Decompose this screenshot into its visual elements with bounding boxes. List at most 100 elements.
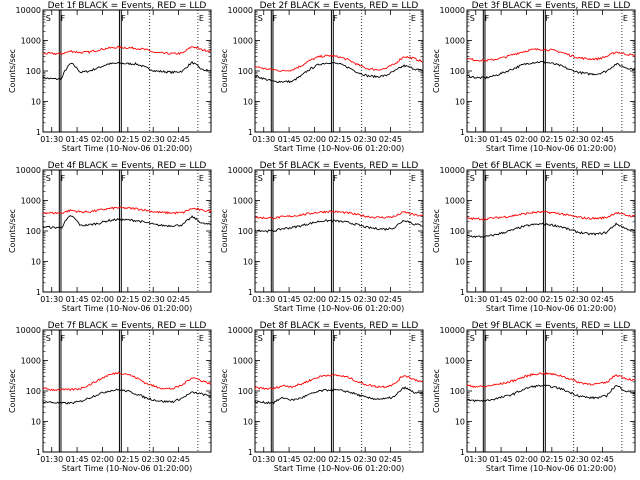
x-tick-label: 02:15 [328,295,351,304]
events-series-line [466,60,636,80]
events-series-line [254,386,424,405]
y-tick-label: 1000 [21,357,41,366]
x-tick-label: 01:30 [40,295,63,304]
x-tick-label: 02:30 [566,455,589,464]
x-axis-label: Start Time (10-Nov-06 01:20:00) [486,144,616,153]
panel-1: Det 1f BLACK = Events, RED = LLD 1 10 100 10… [8,1,212,153]
events-series-line [42,388,212,405]
x-tick-label: 02:30 [354,455,377,464]
plot-frame [42,169,212,293]
x-axis-label: Start Time (10-Nov-06 01:20:00) [274,144,404,153]
interval-marker-label: F [545,14,550,23]
y-tick-label: 1000 [445,37,465,46]
interval-marker-label: S [258,174,263,183]
panel-9: Det 9f BLACK = Events, RED = LLD 1 10 100 10… [432,321,636,473]
y-tick-label: 10000 [16,326,41,335]
panel-5: Det 5f BLACK = Events, RED = LLD 1 10 100 10… [220,161,424,313]
x-tick-label: 02:00 [515,135,538,144]
x-tick-label: 02:00 [303,455,326,464]
lld-series-line [42,371,212,392]
lld-series-line [42,45,212,56]
y-tick-label: 10 [243,418,253,427]
lld-series-line [466,371,636,388]
x-tick-label: 02:45 [591,295,614,304]
panel-title: Det 8f BLACK = Events, RED = LLD [260,321,419,331]
x-tick-label: 02:15 [540,135,563,144]
events-series-line [42,215,212,230]
x-tick-label: 02:45 [379,295,402,304]
panel-title: Det 9f BLACK = Events, RED = LLD [472,321,631,331]
interval-marker-label: S [46,14,51,23]
y-tick-label: 1000 [233,197,253,206]
y-tick-label: 100 [26,227,41,236]
x-tick-label: 01:45 [490,135,513,144]
interval-marker-label: E [199,334,204,343]
y-tick-label: 10000 [16,166,41,175]
interval-marker-label: F [61,174,66,183]
x-tick-label: 01:45 [66,295,89,304]
interval-marker-label: E [411,334,416,343]
x-tick-label: 02:30 [142,295,165,304]
x-tick-label: 02:45 [167,295,190,304]
y-tick-label: 10 [243,98,253,107]
x-tick-label: 01:45 [278,455,301,464]
x-tick-label: 01:45 [66,455,89,464]
x-tick-label: 01:30 [40,135,63,144]
panel-title: Det 2f BLACK = Events, RED = LLD [260,1,419,11]
x-tick-label: 02:15 [540,295,563,304]
x-tick-label: 02:45 [167,455,190,464]
x-axis-label: Start Time (10-Nov-06 01:20:00) [486,304,616,313]
interval-marker-label: E [623,14,628,23]
events-series-line [254,61,424,84]
x-tick-label: 01:30 [252,455,275,464]
y-tick-label: 1000 [445,357,465,366]
x-tick-label: 02:30 [566,135,589,144]
plot-frame [254,169,424,293]
x-tick-label: 02:00 [303,295,326,304]
plot-frame [254,329,424,453]
x-tick-label: 01:30 [464,135,487,144]
lld-series-line [254,210,424,220]
events-series-line [42,61,212,81]
interval-marker-label: F [273,174,278,183]
y-tick-label: 1 [36,448,41,457]
interval-marker-label: E [199,174,204,183]
x-tick-label: 02:30 [354,295,377,304]
y-tick-label: 1 [248,448,253,457]
x-tick-label: 02:30 [142,455,165,464]
x-tick-label: 01:30 [464,295,487,304]
y-tick-label: 10 [31,418,41,427]
y-tick-label: 10000 [16,6,41,15]
interval-marker-label: E [199,14,204,23]
y-tick-label: 10000 [228,326,253,335]
panel-title: Det 7f BLACK = Events, RED = LLD [48,321,207,331]
y-axis-label: Counts/sec [220,369,229,413]
x-tick-label: 02:15 [116,135,139,144]
x-tick-label: 02:30 [142,135,165,144]
x-tick-label: 02:30 [354,135,377,144]
lld-series-line [254,54,424,72]
x-tick-label: 02:30 [566,295,589,304]
x-tick-label: 02:15 [328,455,351,464]
y-tick-label: 10 [455,418,465,427]
y-tick-label: 100 [238,227,253,236]
interval-marker-label: F [333,334,338,343]
y-axis-label: Counts/sec [432,369,441,413]
y-tick-label: 100 [450,227,465,236]
y-axis-label: Counts/sec [220,49,229,93]
interval-marker-label: E [411,14,416,23]
lld-series-line [254,373,424,390]
x-tick-label: 01:30 [464,455,487,464]
y-tick-label: 1 [460,288,465,297]
y-tick-label: 1 [460,128,465,137]
interval-marker-label: F [61,334,66,343]
plot-frame [466,9,636,133]
x-tick-label: 02:45 [591,455,614,464]
panel-title: Det 5f BLACK = Events, RED = LLD [260,161,419,171]
y-tick-label: 1000 [445,197,465,206]
plot-frame [466,329,636,453]
x-tick-label: 02:00 [91,455,114,464]
y-tick-label: 10 [31,258,41,267]
interval-marker-label: F [121,334,126,343]
interval-marker-label: F [545,174,550,183]
